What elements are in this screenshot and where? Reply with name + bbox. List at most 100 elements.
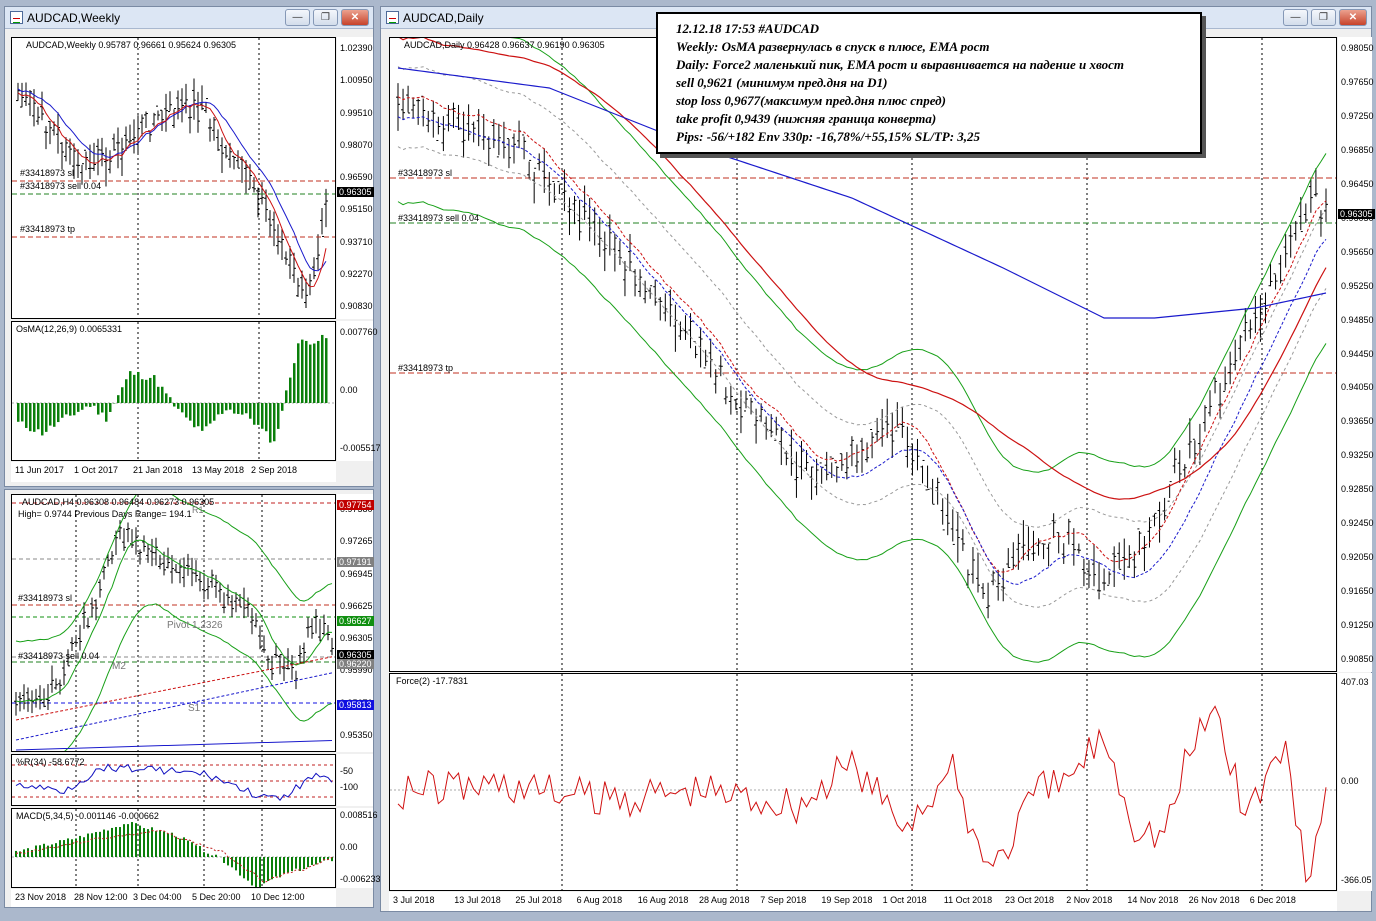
price-tick: 0.96850 — [1341, 144, 1374, 155]
weekly-price-pane[interactable]: AUDCAD,Weekly 0.95787 0.96661 0.95624 0.… — [11, 37, 336, 319]
force-axis[interactable]: 407.03 0.00 -366.05 — [1338, 673, 1372, 891]
r1-label: R1 — [192, 505, 204, 515]
osma-bar — [161, 386, 164, 403]
restore-button[interactable]: ❐ — [313, 9, 338, 26]
price-tick: 0.96945 — [340, 568, 373, 579]
macd-bar — [35, 845, 37, 857]
macd-bar — [207, 853, 209, 857]
osma-bar — [177, 403, 180, 409]
macd-bar — [163, 831, 165, 857]
weekly-price-axis[interactable]: 1.02390 1.00950 0.99510 0.98070 0.96590 0.951… — [337, 37, 374, 319]
macd-bar — [283, 857, 285, 874]
osma-axis[interactable]: 0.007760 0.00 -0.005517 — [337, 321, 381, 461]
close-button[interactable]: ✕ — [341, 9, 369, 26]
weekly-time-axis[interactable]: 11 Jun 2017 1 Oct 2017 21 Jan 2018 13 May 2… — [11, 462, 336, 482]
macd-bar — [331, 857, 333, 862]
weekly-ema-red — [17, 92, 327, 288]
wpr-line — [15, 763, 333, 802]
osma-bar — [197, 403, 200, 427]
h4-macd-pane[interactable]: MACD(5,34,5) -0.001146 -0.000662 — [11, 808, 336, 888]
osma-bar — [281, 403, 284, 411]
chart-window-icon — [10, 11, 23, 24]
weekly-ema-blue — [17, 88, 327, 272]
minimize-button[interactable]: — — [1283, 9, 1308, 26]
close-button[interactable]: ✕ — [1339, 9, 1367, 26]
force-tick: 0.00 — [1341, 776, 1359, 786]
weekly-osma-pane[interactable]: OsMA(12,26,9) 0.0065331 — [11, 321, 336, 461]
restore-button[interactable]: ❐ — [1311, 9, 1336, 26]
weekly-price-plot — [12, 38, 335, 318]
osma-bar — [81, 403, 84, 410]
osma-bar — [153, 375, 156, 403]
h4-time-axis[interactable]: 23 Nov 2018 28 Nov 12:00 3 Dec 04:00 5 Dec … — [11, 889, 336, 907]
date-tick: 3 Jul 2018 — [393, 895, 435, 905]
daily-force-pane[interactable]: Force(2) -17.7831 — [389, 673, 1337, 891]
h4-wpr-pane[interactable]: %R(34) -58.6772 — [11, 754, 336, 806]
note-line: sell 0,9621 (минимум пред.дня на D1) — [676, 75, 888, 90]
weekly-chart-window[interactable]: AUDCAD,Weekly — ❐ ✕ AUDCAD,Weekly 0.9578… — [4, 6, 381, 487]
date-tick: 13 Jul 2018 — [454, 895, 501, 905]
minimize-button[interactable]: — — [285, 9, 310, 26]
macd-bar — [159, 830, 161, 857]
price-tick: 0.91250 — [1341, 620, 1374, 631]
weekly-title-bar[interactable]: AUDCAD,Weekly — ❐ ✕ — [5, 7, 373, 29]
macd-bar — [267, 857, 269, 881]
h4-ema-red — [15, 656, 333, 721]
force-index-line — [397, 705, 1327, 883]
price-tick: 0.95650 — [1341, 246, 1374, 257]
macd-bar — [47, 845, 49, 857]
macd-bar — [255, 857, 257, 887]
macd-bar — [187, 840, 189, 857]
osma-bar — [305, 340, 308, 403]
osma-bar — [145, 379, 148, 403]
macd-bar — [279, 857, 281, 878]
osma-bar — [137, 371, 140, 403]
macd-bar — [287, 857, 289, 873]
date-tick: 10 Dec 12:00 — [251, 892, 305, 902]
wpr-label: %R(34) -58.6772 — [16, 757, 85, 767]
osma-bar — [97, 403, 100, 415]
h4-price-axis[interactable]: 0.975800.972650.969450.966250.963050.959… — [337, 494, 374, 752]
h4-env-upper — [15, 495, 333, 643]
price-level-tag: 0.95813 — [337, 700, 374, 710]
h4-chart-window[interactable]: AUDCAD,H4 0.96308 0.96484 0.96273 0.9630… — [4, 489, 381, 908]
date-tick: 13 May 2018 — [192, 465, 245, 475]
macd-bar — [155, 831, 157, 857]
macd-bar — [199, 846, 201, 857]
sl-line-label: #33418973 sl — [398, 168, 453, 178]
osma-bar — [233, 403, 236, 414]
price-tick: 1.00950 — [340, 75, 373, 86]
price-tick: 0.90830 — [340, 301, 373, 311]
force-label: Force(2) -17.7831 — [396, 676, 469, 686]
macd-bar — [295, 857, 297, 869]
osma-bar — [25, 403, 28, 428]
daily-price-axis[interactable]: 0.980500.976500.972500.968500.964500.960… — [1338, 37, 1375, 672]
macd-bar — [87, 833, 89, 857]
price-tick: 0.92850 — [1341, 484, 1374, 495]
osma-bar — [29, 403, 32, 432]
macd-bar — [135, 823, 137, 857]
date-tick: 5 Dec 20:00 — [192, 892, 241, 902]
wpr-axis[interactable]: -50 -100 — [337, 754, 373, 806]
osma-bar — [309, 344, 312, 403]
trade-note-box: 12.12.18 17:53 #AUDCAD Weekly: OsMA разв… — [656, 12, 1202, 154]
osma-bar — [225, 403, 228, 411]
macd-bar — [167, 833, 169, 857]
h4-price-plot — [12, 495, 335, 751]
price-tick: 0.95250 — [1341, 280, 1374, 291]
h4-price-pane[interactable]: AUDCAD,H4 0.96308 0.96484 0.96273 0.9630… — [11, 494, 336, 752]
wpr-tick: -100 — [340, 782, 359, 792]
price-level-tag: 0.96305 — [337, 650, 374, 660]
note-line: 12.12.18 17:53 #AUDCAD — [676, 21, 820, 36]
macd-axis[interactable]: 0.008516 0.00 -0.006233 — [337, 808, 381, 888]
macd-bar — [175, 836, 177, 857]
date-tick: 16 Aug 2018 — [637, 895, 689, 905]
macd-bar — [259, 857, 261, 887]
osma-bar — [17, 403, 20, 422]
price-tick: 0.97250 — [1341, 110, 1374, 121]
pivot-label: Pivot 1.2326 — [167, 620, 223, 631]
osma-bar — [189, 403, 192, 421]
osma-bar — [253, 403, 256, 425]
macd-bar — [103, 829, 105, 857]
daily-time-axis[interactable]: 3 Jul 2018 13 Jul 2018 25 Jul 2018 6 Aug 20… — [389, 892, 1337, 911]
